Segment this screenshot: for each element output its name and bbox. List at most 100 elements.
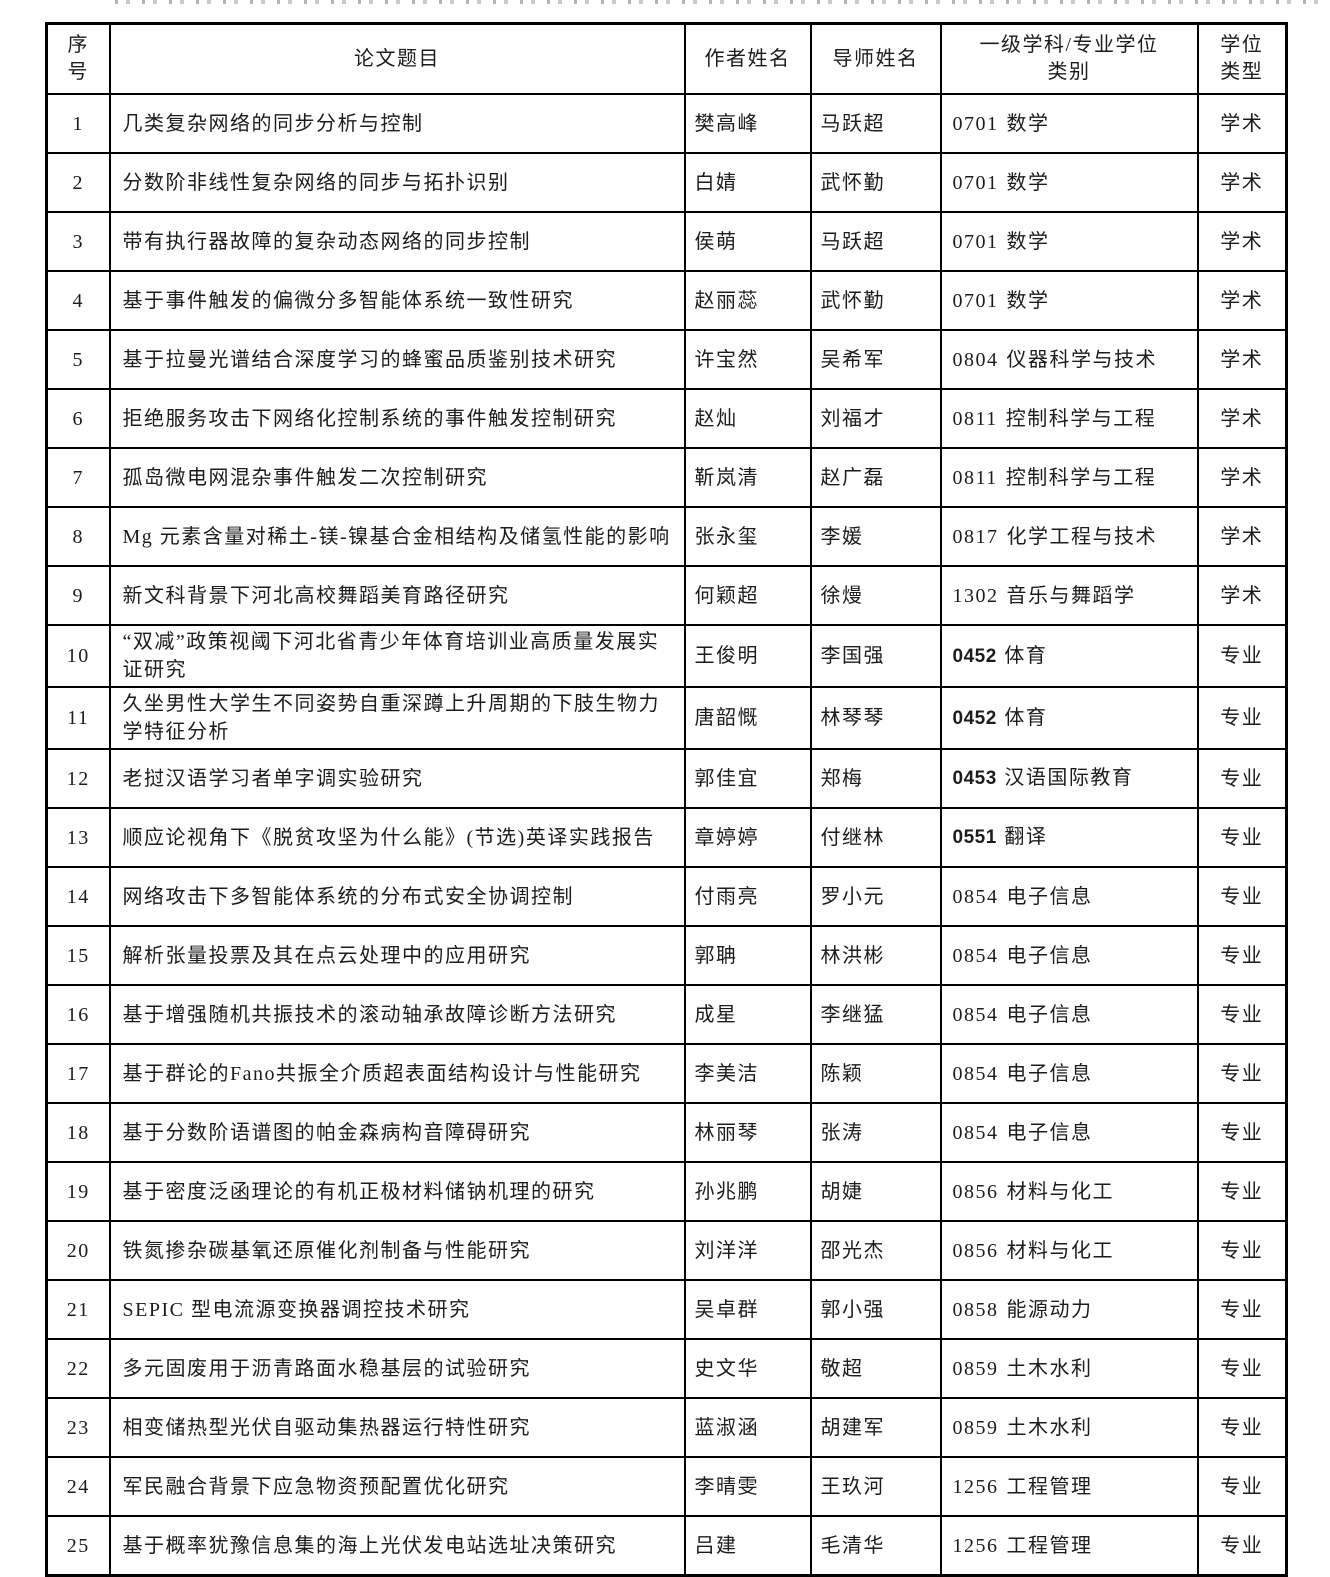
degree-type-cell: 专业 bbox=[1196, 925, 1288, 986]
discipline-name: 数学 bbox=[1006, 171, 1050, 194]
supervisor-name-cell: 吴希军 bbox=[809, 329, 942, 390]
author-name-cell: 吕建 bbox=[683, 1515, 812, 1577]
degree-type-cell: 学术 bbox=[1196, 506, 1288, 567]
discipline-name: 控制科学与工程 bbox=[1005, 407, 1157, 430]
degree-type-cell: 专业 bbox=[1196, 1043, 1288, 1104]
supervisor-name-cell: 陈颖 bbox=[809, 1043, 942, 1104]
discipline-name: 翻译 bbox=[1004, 826, 1048, 849]
degree-type-cell: 专业 bbox=[1196, 807, 1288, 868]
table-row: 25 基于概率犹豫信息集的海上光伏发电站选址决策研究 吕建 毛清华 1256 工程… bbox=[45, 1515, 1288, 1577]
thesis-title-cell: 网络攻击下多智能体系统的分布式安全协调控制 bbox=[108, 866, 686, 927]
table-row: 20 铁氮掺杂碳基氧还原催化剂制备与性能研究 刘洋洋 邵光杰 0856 材料与化工… bbox=[45, 1220, 1288, 1281]
table-row: 17 基于群论的Fano共振全介质超表面结构设计与性能研究 李美洁 陈颖 085… bbox=[45, 1043, 1288, 1104]
supervisor-name-cell: 林洪彬 bbox=[809, 925, 942, 986]
author-name-cell: 赵丽蕊 bbox=[683, 270, 812, 331]
author-name-cell: 许宝然 bbox=[683, 329, 812, 390]
discipline-name: 汉语国际教育 bbox=[1004, 767, 1134, 790]
degree-type-cell: 学术 bbox=[1196, 270, 1288, 331]
degree-type-cell: 专业 bbox=[1196, 1338, 1288, 1399]
column-header-degree-type-label: 学位类型 bbox=[1220, 34, 1264, 83]
discipline-code: 0811 bbox=[952, 466, 998, 489]
discipline-code: 1256 bbox=[952, 1534, 999, 1557]
thesis-title-cell: 老挝汉语学习者单字调实验研究 bbox=[108, 748, 686, 809]
discipline-cell: 1256 工程管理 bbox=[939, 1456, 1199, 1517]
discipline-cell: 0854 电子信息 bbox=[939, 1043, 1199, 1104]
table-row: 14 网络攻击下多智能体系统的分布式安全协调控制 付雨亮 罗小元 0854 电子信… bbox=[45, 866, 1288, 927]
table-row: 5 基于拉曼光谱结合深度学习的蜂蜜品质鉴别技术研究 许宝然 吴希军 0804 仪器… bbox=[45, 329, 1288, 390]
discipline-name: 电子信息 bbox=[1006, 1003, 1093, 1026]
discipline-code: 0804 bbox=[952, 348, 999, 371]
discipline-cell: 0859 土木水利 bbox=[939, 1397, 1199, 1458]
discipline-cell: 0701 数学 bbox=[939, 93, 1199, 154]
discipline-code: 0859 bbox=[952, 1416, 999, 1439]
supervisor-name-cell: 王玖河 bbox=[809, 1456, 942, 1517]
degree-type-cell: 专业 bbox=[1196, 1220, 1288, 1281]
thesis-title-cell: 久坐男性大学生不同姿势自重深蹲上升周期的下肢生物力学特征分析 bbox=[108, 686, 686, 750]
supervisor-name-cell: 敬超 bbox=[809, 1338, 942, 1399]
author-name-cell: 何颖超 bbox=[683, 565, 812, 626]
discipline-name: 数学 bbox=[1006, 112, 1050, 135]
row-index-cell: 25 bbox=[45, 1515, 111, 1577]
discipline-cell: 0854 电子信息 bbox=[939, 925, 1199, 986]
discipline-code: 0859 bbox=[952, 1357, 999, 1380]
discipline-cell: 0453 汉语国际教育 bbox=[939, 748, 1199, 809]
degree-type-cell: 专业 bbox=[1196, 866, 1288, 927]
supervisor-name-cell: 李国强 bbox=[809, 624, 942, 688]
author-name-cell: 靳岚清 bbox=[683, 447, 812, 508]
author-name-cell: 王俊明 bbox=[683, 624, 812, 688]
degree-type-cell: 专业 bbox=[1196, 1456, 1288, 1517]
thesis-title-cell: Mg 元素含量对稀土-镁-镍基合金相结构及储氢性能的影响 bbox=[108, 506, 686, 567]
discipline-name: 材料与化工 bbox=[1006, 1180, 1114, 1203]
thesis-title-cell: “双减”政策视阈下河北省青少年体育培训业高质量发展实证研究 bbox=[108, 624, 686, 688]
supervisor-name-cell: 郑梅 bbox=[809, 748, 942, 809]
discipline-code: 0452 bbox=[952, 645, 997, 667]
degree-type-cell: 专业 bbox=[1196, 1397, 1288, 1458]
discipline-cell: 0701 数学 bbox=[939, 152, 1199, 213]
discipline-code: 0453 bbox=[952, 768, 997, 790]
thesis-title-cell: 分数阶非线性复杂网络的同步与拓扑识别 bbox=[108, 152, 686, 213]
supervisor-name-cell: 马跃超 bbox=[809, 211, 942, 272]
row-index-cell: 7 bbox=[45, 447, 111, 508]
row-index-cell: 14 bbox=[45, 866, 111, 927]
author-name-cell: 吴卓群 bbox=[683, 1279, 812, 1340]
thesis-title-cell: 铁氮掺杂碳基氧还原催化剂制备与性能研究 bbox=[108, 1220, 686, 1281]
thesis-title-cell: 多元固废用于沥青路面水稳基层的试验研究 bbox=[108, 1338, 686, 1399]
degree-type-cell: 专业 bbox=[1196, 748, 1288, 809]
thesis-title-cell: 基于事件触发的偏微分多智能体系统一致性研究 bbox=[108, 270, 686, 331]
thesis-title-cell: 相变储热型光伏自驱动集热器运行特性研究 bbox=[108, 1397, 686, 1458]
discipline-code: 0701 bbox=[952, 230, 999, 253]
author-name-cell: 郭聃 bbox=[683, 925, 812, 986]
degree-type-cell: 学术 bbox=[1196, 447, 1288, 508]
thesis-title-cell: 孤岛微电网混杂事件触发二次控制研究 bbox=[108, 447, 686, 508]
thesis-title-cell: 基于拉曼光谱结合深度学习的蜂蜜品质鉴别技术研究 bbox=[108, 329, 686, 390]
degree-type-cell: 专业 bbox=[1196, 984, 1288, 1045]
row-index-cell: 8 bbox=[45, 506, 111, 567]
table-row: 8 Mg 元素含量对稀土-镁-镍基合金相结构及储氢性能的影响 张永玺 李媛 08… bbox=[45, 506, 1288, 567]
table-row: 11 久坐男性大学生不同姿势自重深蹲上升周期的下肢生物力学特征分析 唐韶慨 林琴… bbox=[45, 686, 1288, 750]
row-index-cell: 23 bbox=[45, 1397, 111, 1458]
discipline-code: 0701 bbox=[952, 171, 999, 194]
table-row: 21 SEPIC 型电流源变换器调控技术研究 吴卓群 郭小强 0858 能源动力 … bbox=[45, 1279, 1288, 1340]
discipline-cell: 0854 电子信息 bbox=[939, 866, 1199, 927]
thesis-title-cell: 拒绝服务攻击下网络化控制系统的事件触发控制研究 bbox=[108, 388, 686, 449]
row-index-cell: 13 bbox=[45, 807, 111, 868]
author-name-cell: 孙兆鹏 bbox=[683, 1161, 812, 1222]
discipline-code: 0856 bbox=[952, 1180, 999, 1203]
table-row: 4 基于事件触发的偏微分多智能体系统一致性研究 赵丽蕊 武怀勤 0701 数学 学… bbox=[45, 270, 1288, 331]
author-name-cell: 蓝淑涵 bbox=[683, 1397, 812, 1458]
thesis-title-cell: 基于增强随机共振技术的滚动轴承故障诊断方法研究 bbox=[108, 984, 686, 1045]
discipline-code: 0551 bbox=[952, 827, 997, 849]
author-name-cell: 唐韶慨 bbox=[683, 686, 812, 750]
row-index-cell: 4 bbox=[45, 270, 111, 331]
discipline-name: 仪器科学与技术 bbox=[1006, 348, 1157, 371]
discipline-code: 0701 bbox=[952, 112, 999, 135]
table-container: 序号 论文题目 作者姓名 导师姓名 一级学科/专业学位类别 学位类型 1 几类复… bbox=[45, 22, 1288, 1577]
discipline-cell: 1302 音乐与舞蹈学 bbox=[939, 565, 1199, 626]
column-header-supervisor: 导师姓名 bbox=[809, 22, 942, 95]
thesis-title-cell: 基于分数阶语谱图的帕金森病构音障碍研究 bbox=[108, 1102, 686, 1163]
degree-type-cell: 专业 bbox=[1196, 1279, 1288, 1340]
row-index-cell: 6 bbox=[45, 388, 111, 449]
clipped-text-remnant bbox=[115, 0, 1320, 4]
row-index-cell: 17 bbox=[45, 1043, 111, 1104]
row-index-cell: 2 bbox=[45, 152, 111, 213]
